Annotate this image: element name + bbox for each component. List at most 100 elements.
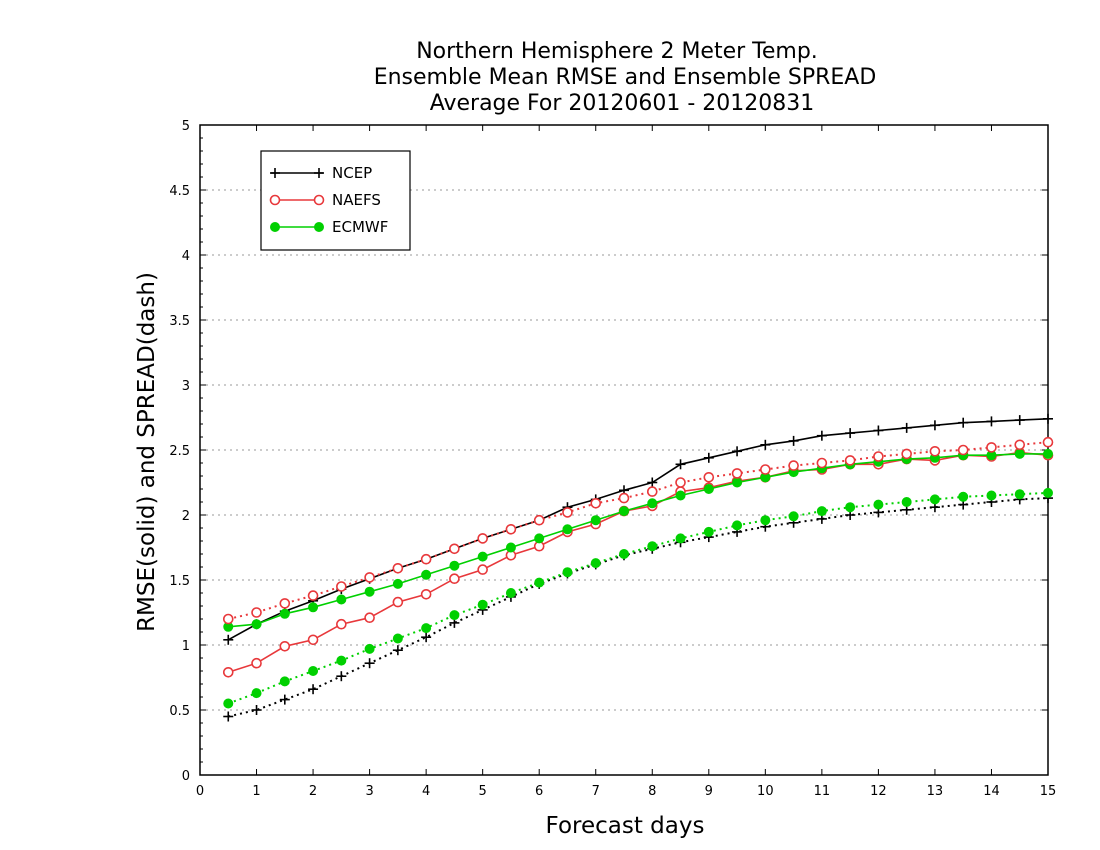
ecmwf-spread-point [816, 506, 827, 517]
naefs-spread-point [1014, 439, 1026, 451]
ncep-spread-point [279, 694, 290, 705]
data-series [222, 413, 1054, 722]
ecmwf-spread-point [449, 610, 460, 621]
x-tick-label: 13 [927, 784, 944, 799]
legend-item-ecmwf: ECMWF [270, 218, 388, 236]
x-tick-label: 4 [422, 784, 430, 799]
y-tick-label: 4 [182, 249, 190, 264]
naefs-rmse-point [420, 588, 432, 600]
ecmwf-spread-point [675, 533, 686, 544]
ncep-rmse-point [1014, 415, 1025, 426]
ecmwf-spread-point [929, 494, 940, 505]
naefs-rmse-point [251, 657, 262, 669]
chart-title: Northern Hemisphere 2 Meter Temp. Ensemb… [374, 39, 877, 116]
legend-label: NCEP [332, 164, 372, 182]
legend-item-ncep: NCEP [270, 164, 372, 182]
x-tick-label: 5 [479, 784, 487, 799]
legend-swatch-marker [270, 222, 280, 232]
ecmwf-spread-point [279, 676, 290, 687]
ecmwf-spread-point [562, 567, 573, 578]
y-tick-label: 0.5 [169, 704, 190, 719]
ecmwf-spread-point [958, 491, 969, 502]
ecmwf-rmse-line [228, 453, 1048, 628]
ecmwf-spread-point [760, 515, 771, 526]
ncep-rmse-series [223, 413, 1053, 645]
naefs-spread-point [731, 468, 743, 479]
y-tick-label: 2.5 [169, 444, 190, 459]
x-tick-label: 15 [1040, 784, 1057, 799]
naefs-spread-point [929, 445, 941, 457]
naefs-spread-point [873, 451, 884, 462]
y-tick-label: 4.5 [169, 184, 190, 199]
x-tick-label: 1 [252, 784, 260, 799]
ecmwf-spread-point [364, 643, 375, 654]
naefs-spread-point [646, 486, 658, 497]
ecmwf-spread-point [1014, 489, 1025, 500]
ncep-rmse-point [788, 435, 799, 446]
ecmwf-rmse-point [703, 484, 714, 494]
naefs-rmse-point [364, 612, 375, 624]
y-tick-label: 5 [182, 119, 190, 134]
ecmwf-rmse-point [251, 619, 262, 630]
ecmwf-spread-series [223, 487, 1053, 709]
ecmwf-rmse-point [1043, 448, 1053, 459]
naefs-rmse-point [279, 640, 291, 652]
ncep-rmse-point [816, 430, 827, 441]
ncep-spread-point [251, 705, 262, 715]
naefs-spread-point [901, 448, 912, 460]
ecmwf-rmse-point [562, 524, 573, 535]
ncep-spread-point [308, 684, 319, 695]
naefs-spread-point [618, 492, 630, 504]
y-tick-label: 1 [182, 639, 190, 654]
ncep-spread-point [392, 645, 403, 656]
legend-swatch-marker [269, 194, 281, 206]
legend-swatch-marker [270, 168, 280, 178]
legend-swatch-marker [314, 222, 324, 232]
ecmwf-spread-point [251, 688, 262, 699]
ecmwf-rmse-point [308, 602, 319, 613]
ncep-rmse-point [647, 477, 658, 488]
y-tick-label: 0 [182, 769, 190, 784]
ncep-spread-series [223, 493, 1053, 722]
ecmwf-spread-point [534, 577, 545, 588]
y-tick-label: 1.5 [169, 574, 190, 589]
naefs-spread-series [222, 436, 1054, 625]
ncep-rmse-point [223, 634, 234, 645]
ecmwf-spread-point [421, 623, 432, 634]
ecmwf-rmse-point [279, 608, 290, 619]
x-tick-label: 0 [196, 784, 204, 799]
ncep-spread-point [421, 632, 432, 643]
ncep-spread-point [336, 671, 347, 682]
ncep-spread-point [223, 711, 234, 722]
naefs-spread-point [844, 455, 856, 466]
ecmwf-spread-point [873, 499, 884, 510]
naefs-rmse-point [307, 634, 319, 646]
ecmwf-spread-point [308, 666, 319, 676]
naefs-spread-point [477, 533, 488, 544]
ecmwf-rmse-point [647, 498, 658, 509]
ncep-rmse-point [986, 416, 997, 427]
naefs-spread-point [222, 613, 234, 625]
naefs-spread-point [788, 460, 799, 471]
legend-swatch-marker [313, 194, 325, 206]
ecmwf-spread-point [619, 549, 629, 559]
ecmwf-spread-point [477, 599, 488, 610]
ecmwf-rmse-point [534, 533, 545, 544]
ecmwf-spread-point [732, 520, 743, 531]
title-line-2: Ensemble Mean RMSE and Ensemble SPREAD [374, 65, 877, 90]
naefs-spread-point [307, 590, 319, 601]
ncep-rmse-point [901, 422, 912, 433]
x-tick-label: 6 [535, 784, 543, 799]
legend-label: ECMWF [332, 218, 388, 236]
naefs-spread-point [279, 598, 291, 609]
y-axis-label: RMSE(solid) and SPREAD(dash) [134, 272, 160, 632]
ecmwf-spread-point [986, 490, 997, 501]
legend-label: NAEFS [332, 191, 381, 209]
naefs-spread-point [957, 444, 969, 456]
title-line-3: Average For 20120601 - 20120831 [430, 91, 815, 116]
x-tick-label: 2 [309, 784, 317, 799]
naefs-spread-point [533, 514, 545, 526]
ecmwf-spread-point [703, 526, 714, 537]
ecmwf-spread-line [227, 491, 1049, 705]
naefs-spread-point [986, 442, 997, 453]
